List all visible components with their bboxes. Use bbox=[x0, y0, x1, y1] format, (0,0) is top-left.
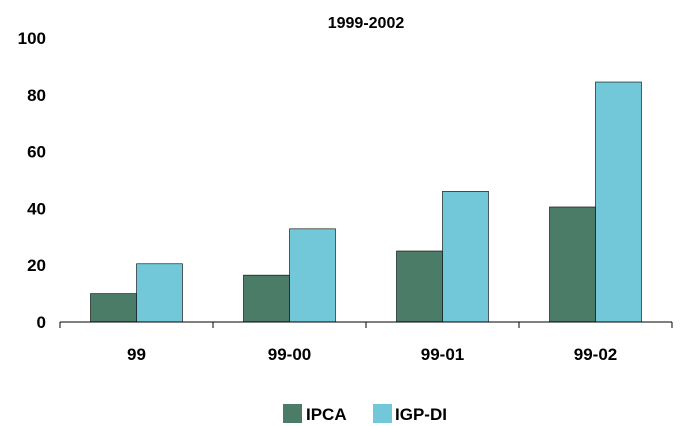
legend-label-ipca: IPCA bbox=[306, 405, 347, 424]
y-tick-label: 40 bbox=[27, 199, 46, 218]
legend-swatch-ipca bbox=[283, 404, 302, 423]
x-axis-ticks: 99 99-00 99-01 99-02 bbox=[59, 322, 673, 364]
bar-ipca-99-01 bbox=[396, 250, 443, 323]
legend-swatch-igp-di bbox=[373, 404, 392, 423]
bar-igp-di-99-00 bbox=[289, 228, 336, 323]
x-tick-label: 99-01 bbox=[421, 345, 464, 364]
y-tick-label: 20 bbox=[27, 256, 46, 275]
chart-title: 1999-2002 bbox=[328, 15, 405, 32]
y-tick-label: 0 bbox=[37, 313, 46, 332]
y-tick-label: 100 bbox=[18, 29, 46, 48]
bar-igp-di-99-01 bbox=[442, 191, 489, 323]
bar-ipca-99-00 bbox=[243, 274, 290, 323]
bar-ipca-99 bbox=[90, 293, 137, 323]
x-tick-label: 99-02 bbox=[574, 345, 617, 364]
x-tick-label: 99 bbox=[127, 345, 146, 364]
legend: IPCA IGP-DI bbox=[283, 404, 447, 424]
x-tick-label: 99-00 bbox=[268, 345, 311, 364]
y-axis-ticks: 0 20 40 60 80 100 bbox=[18, 29, 46, 332]
y-tick-label: 80 bbox=[27, 86, 46, 105]
bar-igp-di-99 bbox=[136, 263, 183, 323]
legend-label-igp-di: IGP-DI bbox=[395, 405, 447, 424]
bar-ipca-99-02 bbox=[549, 206, 596, 323]
bars bbox=[90, 81, 642, 323]
y-tick-label: 60 bbox=[27, 143, 46, 162]
bar-igp-di-99-02 bbox=[595, 81, 642, 323]
